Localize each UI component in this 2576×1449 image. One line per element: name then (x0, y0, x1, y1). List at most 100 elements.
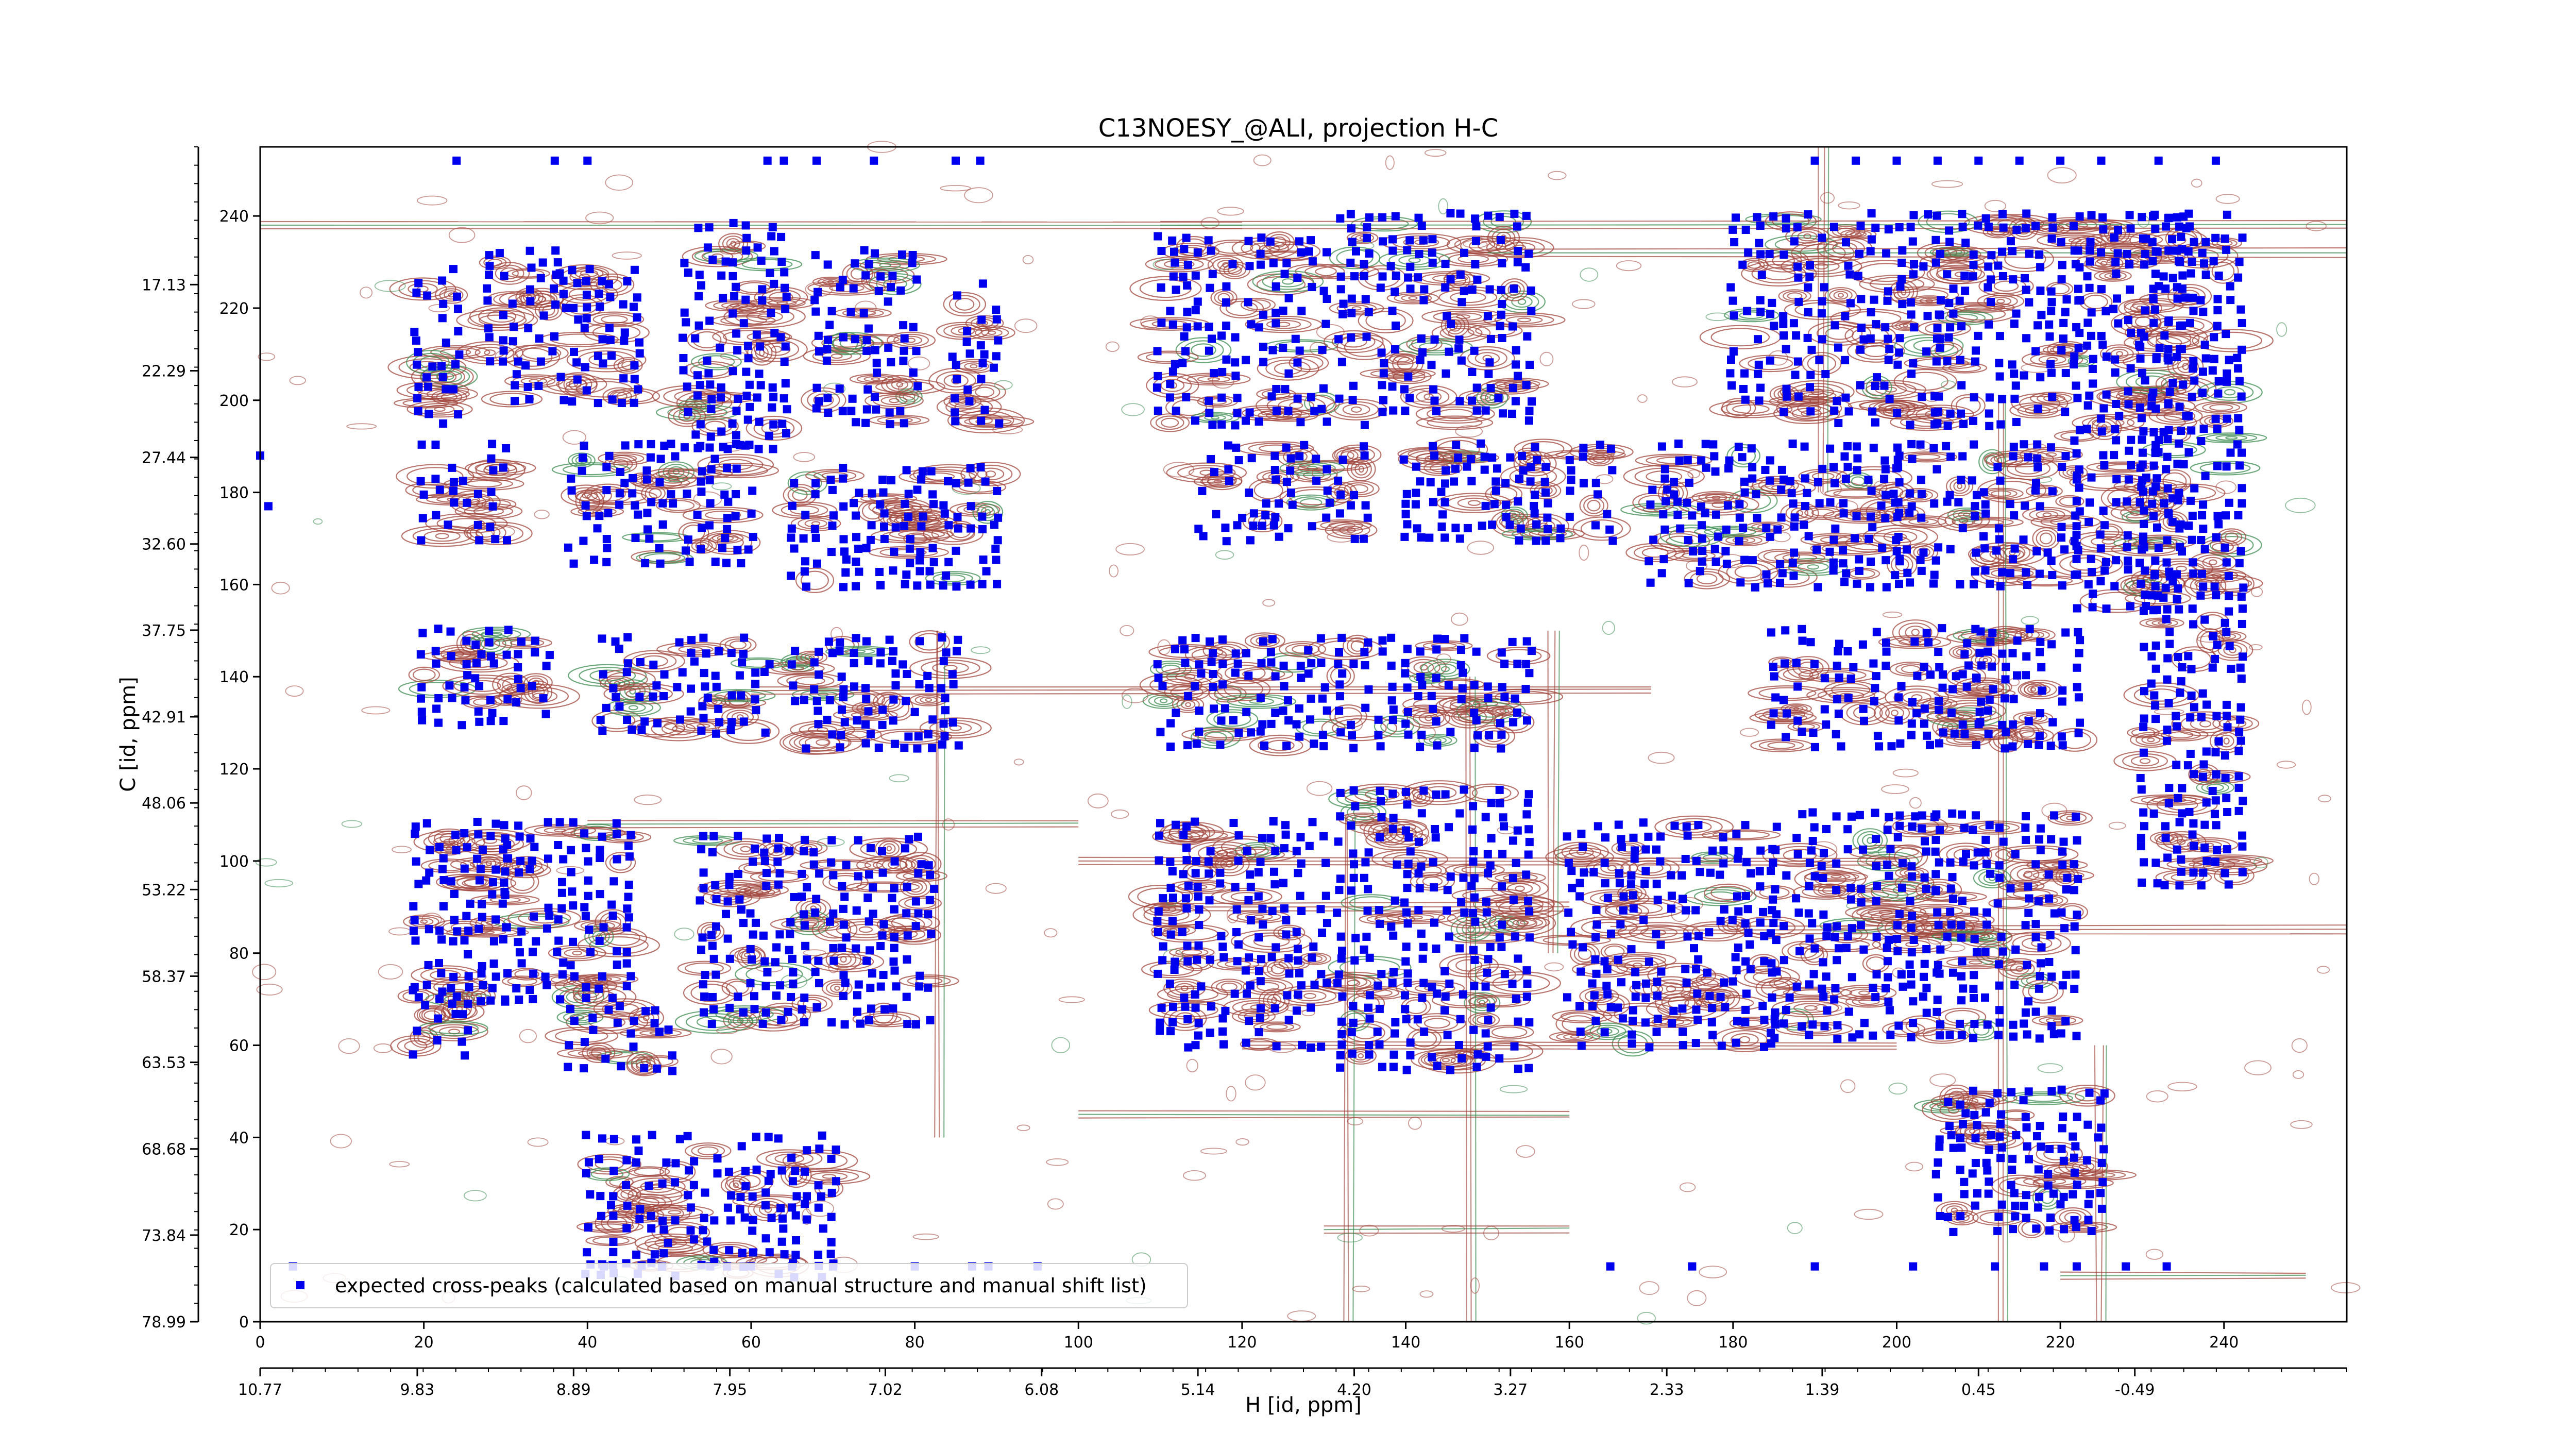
cross-peak-marker (622, 668, 631, 677)
contour-ring (909, 470, 965, 483)
cross-peak-marker (543, 924, 551, 933)
contour-ring (887, 698, 910, 718)
cross-peak-marker (502, 923, 510, 932)
contour-ring (512, 376, 556, 386)
cross-peak-marker (633, 293, 641, 302)
cross-peak-marker (963, 327, 972, 335)
contour-ring (682, 507, 764, 524)
cross-peak-marker (769, 445, 777, 453)
contour-ring (743, 863, 771, 873)
contour-ring (943, 292, 987, 317)
cross-peak-marker (1153, 347, 1162, 356)
contour-ring (1388, 252, 1441, 268)
cross-peak-marker (951, 417, 960, 426)
cross-peak-marker (1497, 285, 1505, 294)
cross-peak-marker (700, 992, 709, 1001)
cross-peak-marker (812, 383, 821, 392)
cross-peak-marker (1191, 306, 1200, 314)
cross-peak-marker (767, 309, 775, 317)
cross-peak-marker (928, 544, 937, 552)
cross-peak-marker (580, 829, 589, 838)
cross-peak-marker (919, 512, 927, 521)
cross-peak-marker (438, 865, 447, 873)
contour-ring (435, 533, 449, 540)
cross-peak-marker (515, 996, 523, 1004)
cross-peak-marker (874, 287, 883, 295)
contour-ring (1425, 715, 1433, 721)
cross-peak-marker (783, 405, 791, 414)
cross-peak-marker (565, 1041, 573, 1050)
cross-peak-marker (545, 911, 554, 920)
cross-peak-marker (723, 445, 732, 453)
cross-peak-marker (840, 718, 849, 727)
cross-peak-marker (487, 454, 496, 463)
cross-peak-marker (498, 899, 507, 908)
cross-peak-marker (751, 695, 759, 704)
contour-ring (640, 468, 706, 489)
cross-peak-marker (559, 290, 568, 298)
cross-peak-marker (812, 559, 821, 568)
contour-ring (586, 1044, 611, 1061)
cross-peak-marker (840, 1020, 849, 1029)
contour-ring (697, 453, 774, 476)
cross-peak-marker (676, 715, 684, 724)
cross-peak-marker (1191, 416, 1199, 425)
cross-peak-marker (926, 870, 935, 879)
cross-peak-marker (653, 719, 662, 728)
contour-ring (800, 916, 820, 930)
cross-peak-marker (607, 351, 616, 360)
cross-peak-marker (1486, 384, 1495, 393)
contour-ring (1350, 460, 1372, 479)
cross-peak-marker (966, 580, 975, 589)
cross-peak-marker (475, 876, 484, 885)
cross-peak-marker (1231, 421, 1240, 430)
cross-peak-marker (409, 986, 417, 995)
cross-peak-marker (1319, 287, 1328, 295)
cross-peak-marker (431, 441, 440, 449)
cross-peak-marker (1468, 368, 1477, 376)
cross-peak-marker (903, 931, 912, 940)
contour-ring (649, 488, 662, 499)
cross-peak-marker (1446, 209, 1455, 217)
contour-ring (1260, 1022, 1295, 1032)
cross-peak-marker (1442, 369, 1450, 378)
cross-peak-marker (1445, 347, 1453, 356)
cross-peak-marker (901, 580, 909, 588)
cross-peak-marker (1222, 298, 1230, 307)
cross-peak-marker (1419, 296, 1428, 305)
cross-peak-marker (888, 272, 897, 280)
cross-peak-marker (582, 993, 590, 1002)
cross-peak-marker (579, 453, 587, 462)
cross-peak-marker (422, 981, 431, 989)
cross-peak-marker (822, 356, 831, 365)
cross-peak-marker (889, 647, 897, 656)
contour-ring (880, 396, 908, 406)
cross-peak-marker (916, 556, 924, 565)
cross-peak-marker (553, 948, 562, 956)
cross-peak-marker (617, 1062, 625, 1071)
contour-ring (420, 858, 476, 873)
contour-ring (1505, 917, 1544, 928)
cross-peak-marker (447, 877, 455, 886)
cross-peak-marker (827, 1018, 836, 1027)
cross-peak-marker (1180, 332, 1189, 341)
cross-peak-marker (1193, 297, 1202, 306)
cross-peak-marker (1458, 298, 1466, 307)
contour-ring (931, 525, 975, 543)
cross-peak-marker (900, 744, 909, 752)
cross-peak-marker (774, 880, 783, 889)
contour-ring (1398, 914, 1434, 921)
cross-peak-marker (595, 984, 603, 993)
contour-ring (972, 500, 1004, 524)
cross-peak-marker (1217, 393, 1226, 402)
contour-ring (1266, 961, 1289, 977)
cross-peak-marker (814, 956, 823, 965)
cross-peak-marker (1157, 247, 1166, 255)
cross-peak-marker (1481, 406, 1490, 415)
cross-peak-marker (530, 912, 538, 921)
cross-peak-marker (612, 693, 620, 701)
cross-peak-marker (759, 931, 768, 940)
cross-peak-marker (880, 509, 889, 518)
cross-peak-marker (1204, 236, 1213, 245)
contour-ring (514, 969, 539, 979)
